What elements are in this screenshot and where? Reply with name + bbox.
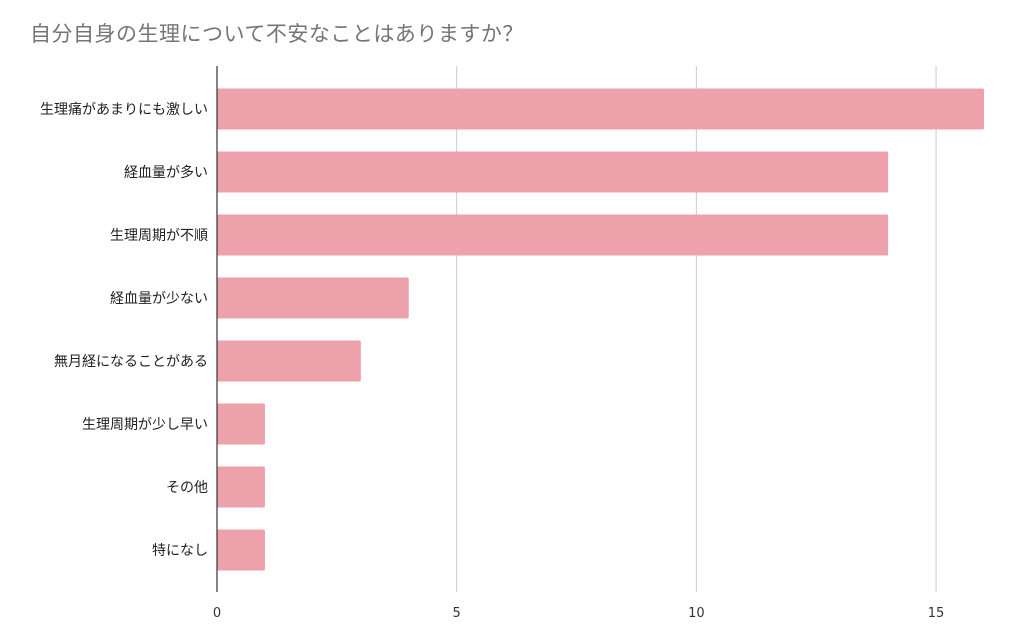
x-tick-labels: 0 5 10 15 bbox=[213, 606, 944, 621]
bar bbox=[217, 466, 265, 508]
bar bbox=[217, 529, 265, 571]
bar bbox=[217, 151, 889, 193]
category-label: 無月経になることがある bbox=[54, 354, 208, 370]
bar bbox=[217, 88, 984, 130]
bar bbox=[217, 277, 409, 319]
category-label: 経血量が多い bbox=[124, 164, 208, 181]
bar bbox=[217, 340, 361, 382]
category-label: 特になし bbox=[152, 543, 208, 559]
x-tick-label: 0 bbox=[213, 606, 221, 621]
category-label: 生理周期が少し早い bbox=[82, 417, 208, 433]
category-label: その他 bbox=[166, 480, 208, 496]
x-tick-label: 15 bbox=[928, 606, 945, 621]
category-labels: 生理痛があまりにも激しい経血量が多い生理周期が不順経血量が少ない無月経になること… bbox=[40, 101, 208, 559]
bars bbox=[217, 88, 984, 571]
category-label: 生理周期が不順 bbox=[110, 228, 208, 244]
category-label: 生理痛があまりにも激しい bbox=[40, 101, 208, 118]
bar bbox=[217, 403, 265, 445]
x-tick-label: 5 bbox=[453, 606, 461, 621]
grid-lines bbox=[456, 66, 937, 592]
x-tick-label: 10 bbox=[688, 606, 705, 621]
chart-title: 自分自身の生理について不安なことはありますか？ bbox=[30, 22, 524, 46]
category-label: 経血量が少ない bbox=[110, 291, 208, 307]
bar bbox=[217, 214, 889, 256]
